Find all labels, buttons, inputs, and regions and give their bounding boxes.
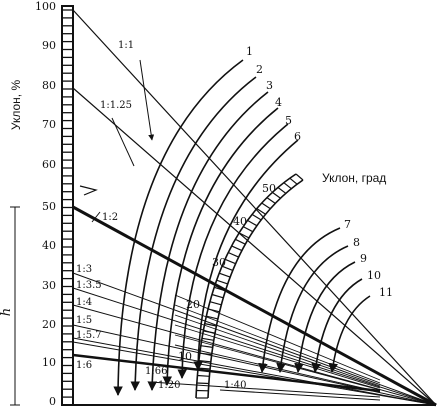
ratio-label: 1:20 xyxy=(158,380,180,391)
ratio-label: 1:5 xyxy=(76,315,92,326)
curve-label: 6 xyxy=(294,130,301,143)
degree-rung xyxy=(214,286,226,292)
degree-rung xyxy=(295,173,304,181)
slope-arrow-icon xyxy=(79,185,98,196)
ratio-label: 1:3 xyxy=(76,264,92,275)
degree-rung xyxy=(201,337,214,341)
degree-rung xyxy=(266,197,276,204)
percent-tick: 0 xyxy=(49,395,56,408)
ratio-labels: 1:1 1:1.25 1:2 1:3 1:3.5 1:4 1:5 1:5.7 1… xyxy=(76,40,246,391)
ratio-label: 1:40 xyxy=(224,380,246,391)
degree-tick: 50 xyxy=(262,182,276,195)
ratio-label: 1:4 xyxy=(76,297,92,308)
percent-tick: 20 xyxy=(42,318,56,331)
curve-label: 9 xyxy=(360,252,367,265)
degree-rung xyxy=(277,187,287,194)
degree-rung xyxy=(256,208,266,215)
ratio-label: 1:1.25 xyxy=(100,100,132,111)
percent-tick-labels: 100 90 80 70 60 50 40 30 20 10 0 xyxy=(35,0,56,408)
degree-rung xyxy=(251,213,262,221)
degree-ladder-arc xyxy=(195,173,304,399)
slope-lines xyxy=(72,9,437,407)
degree-rung xyxy=(247,219,258,227)
ratio-label: 1:6 xyxy=(76,360,92,371)
height-dimension: h xyxy=(0,206,20,406)
degree-tick: 30 xyxy=(212,256,226,269)
curve-label: 5 xyxy=(285,114,292,127)
curve-label: 3 xyxy=(266,79,273,92)
percent-ladder-scale xyxy=(61,5,74,406)
degree-rung xyxy=(227,251,239,258)
ratio-leaders xyxy=(91,59,155,223)
curve-label: 4 xyxy=(275,96,282,109)
degree-rung xyxy=(238,232,250,239)
curve-arcs-upper xyxy=(113,59,299,396)
degree-rung xyxy=(289,177,298,185)
curve-label: 7 xyxy=(344,218,351,231)
curve-arcs-lower xyxy=(258,227,371,373)
percent-tick: 40 xyxy=(42,239,56,252)
degree-rung xyxy=(197,374,210,377)
ratio-label: 1:3.5 xyxy=(76,280,102,291)
degree-rung xyxy=(272,191,281,199)
curve-label: 2 xyxy=(256,63,263,76)
degree-rung xyxy=(235,238,246,245)
percent-tick: 60 xyxy=(42,158,56,171)
degree-tick: 10 xyxy=(178,350,192,363)
curve-number-labels: 1 2 3 4 5 6 7 8 9 10 11 xyxy=(246,45,393,299)
degree-rung xyxy=(198,360,211,363)
degree-rung xyxy=(209,301,222,306)
degree-rung xyxy=(207,308,220,313)
degree-rung xyxy=(204,323,217,327)
percent-tick: 100 xyxy=(35,0,56,13)
degree-rung xyxy=(242,226,254,233)
curve-label: 10 xyxy=(367,269,381,282)
degree-rung xyxy=(196,382,209,385)
percent-tick: 10 xyxy=(42,356,56,369)
curve-label: 1 xyxy=(246,45,253,58)
degree-rung xyxy=(206,315,219,320)
curve-label: 8 xyxy=(353,236,360,249)
percent-tick: 90 xyxy=(42,39,56,52)
degree-rung xyxy=(200,345,213,348)
ratio-label: 1:1 xyxy=(118,40,134,51)
degree-rung xyxy=(261,202,271,210)
ratio-label: 1:5.7 xyxy=(76,330,102,341)
ratio-label: 1:66 xyxy=(145,366,167,377)
degree-tick: 40 xyxy=(233,215,247,228)
percent-tick: 80 xyxy=(42,79,56,92)
percent-tick: 30 xyxy=(42,279,56,292)
height-symbol: h xyxy=(0,308,14,316)
degree-axis-title: Уклон, град xyxy=(322,171,386,185)
degree-rung xyxy=(203,330,216,334)
degree-tick-labels: 50 40 30 20 10 xyxy=(178,182,276,363)
degree-rung xyxy=(224,258,236,265)
degree-rung xyxy=(216,279,228,285)
degree-tick: 20 xyxy=(186,298,200,311)
degree-rung xyxy=(199,352,212,356)
degree-rung xyxy=(218,272,231,278)
percent-axis-title: Уклон, % xyxy=(9,80,23,131)
curve-label: 11 xyxy=(379,286,393,299)
degree-rung xyxy=(221,265,234,271)
degree-rung xyxy=(283,182,292,190)
degree-rung xyxy=(231,245,243,252)
ratio-label: 1:2 xyxy=(102,212,118,223)
percent-tick: 50 xyxy=(42,200,56,213)
percent-tick: 70 xyxy=(42,118,56,131)
degree-rung xyxy=(211,293,224,299)
degree-rung xyxy=(198,367,211,370)
